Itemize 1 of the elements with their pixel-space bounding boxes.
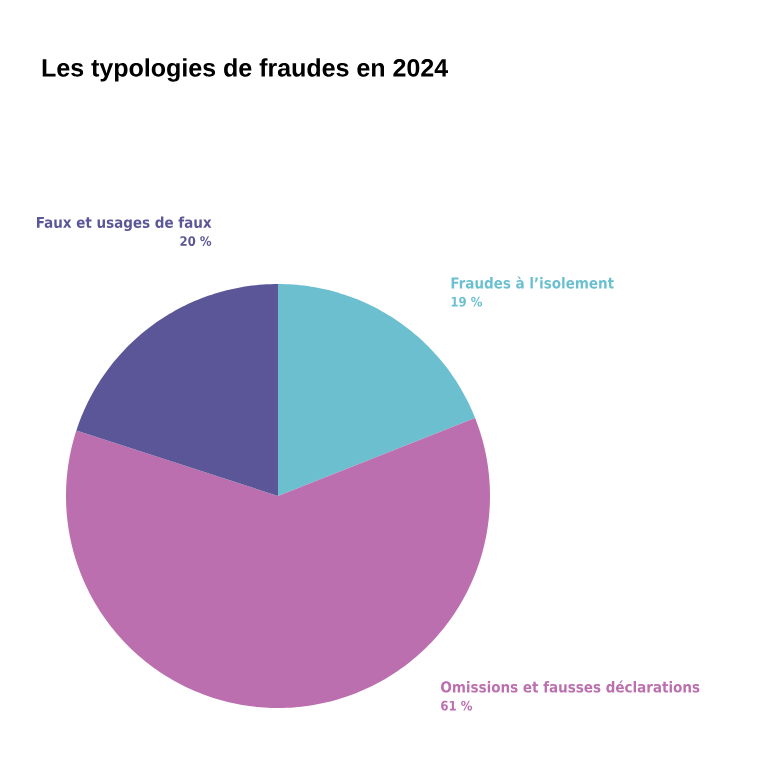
- chart-title: Les typologies de fraudes en 2024: [42, 58, 448, 82]
